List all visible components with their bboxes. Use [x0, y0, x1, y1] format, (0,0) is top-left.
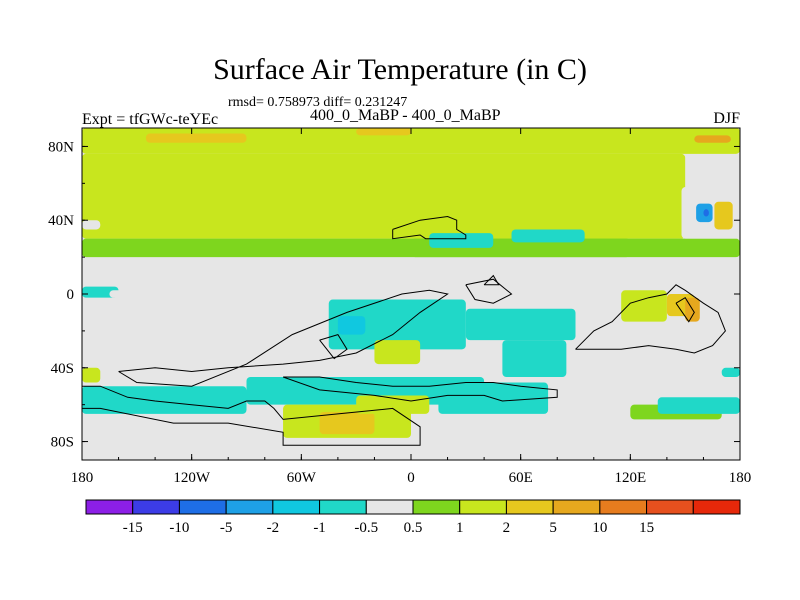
coastline [675, 297, 695, 323]
colorbar-swatch [459, 499, 507, 515]
colorbar-swatch [552, 499, 601, 515]
region-cell [502, 340, 567, 377]
colorbar-swatch [599, 499, 648, 515]
colorbar-label: 5 [549, 520, 557, 536]
x-tick-label: 60E [509, 470, 533, 486]
y-tick-label: 0 [67, 287, 75, 303]
colorbar-swatch [365, 499, 414, 515]
colorbar-swatch [132, 499, 180, 515]
colorbar-swatch [692, 499, 741, 515]
colorbar-swatch [319, 499, 367, 515]
chart-title: Surface Air Temperature (in C) [213, 53, 587, 86]
colorbar-swatch [505, 499, 554, 515]
region-cell [721, 367, 740, 377]
colorbar-label: 1 [456, 520, 464, 536]
experiment-label: Expt = tfGWc-teYEc [82, 111, 219, 128]
region-cell [465, 308, 576, 341]
colorbar-label: 15 [639, 520, 654, 536]
y-tick-label: 80N [48, 139, 74, 155]
coastline [575, 284, 726, 354]
colorbar-label: 10 [592, 520, 607, 536]
region-cell [82, 386, 247, 414]
stats-line: rmsd= 0.758973 diff= 0.231247 [228, 95, 408, 110]
region-cell [319, 412, 375, 435]
region-cell [337, 316, 366, 335]
region-cell [82, 297, 740, 300]
coastline [392, 215, 467, 240]
region-cell [82, 128, 740, 154]
colorbar-label: 2 [503, 520, 511, 536]
region-cell [82, 367, 101, 383]
colorbar-label: -0.5 [354, 520, 378, 536]
x-tick-label: 180 [729, 470, 752, 486]
colorbar-swatch [272, 499, 321, 515]
coastline [82, 385, 421, 446]
region-cell [374, 340, 421, 365]
y-tick-label: 80S [51, 435, 74, 451]
x-axis: 180 120W 60W 0 60E 120E 180 [71, 128, 752, 486]
colorbar-swatch [85, 499, 134, 515]
season-label: DJF [713, 110, 740, 127]
region-cell [109, 290, 174, 298]
colorbar-swatch [412, 499, 461, 515]
region-cell [511, 229, 585, 243]
y-tick-label: 40N [48, 213, 74, 229]
coastline [319, 334, 348, 360]
colorbar-swatch [225, 499, 274, 515]
x-tick-label: 120W [173, 470, 211, 486]
colorbar-label: -2 [267, 520, 280, 536]
y-axis: 80N 40N 0 40S 80S [48, 139, 740, 451]
colorbar-swatch [178, 499, 227, 515]
coastline [282, 376, 558, 402]
subtitle: 400_0_MaBP - 400_0_MaBP [310, 107, 501, 124]
x-tick-label: 180 [71, 470, 94, 486]
colorbar: -15 -10 -5 -2 -1 -0.5 0.5 1 2 5 10 15 [85, 499, 741, 536]
color-regions [82, 128, 740, 438]
coastline [483, 274, 500, 286]
colorbar-label: -10 [169, 520, 189, 536]
x-tick-label: 120E [614, 470, 646, 486]
region-cell [145, 133, 247, 143]
y-tick-label: 40S [51, 361, 74, 377]
region-cell [356, 395, 430, 414]
colorbar-label: -1 [313, 520, 326, 536]
colorbar-label: -5 [220, 520, 233, 536]
coastline [118, 289, 449, 387]
colorbar-label: 0.5 [404, 520, 423, 536]
region-cell [82, 220, 101, 230]
region-cell [356, 128, 411, 136]
coastlines [82, 215, 726, 446]
x-tick-label: 60W [287, 470, 317, 486]
region-cell [82, 286, 119, 298]
region-cell [82, 153, 686, 239]
region-cell [328, 299, 466, 350]
region-cell [429, 233, 494, 248]
region-cell [703, 209, 709, 217]
region-cell [714, 201, 733, 230]
region-cell [657, 397, 740, 414]
region-cell [694, 135, 731, 143]
x-tick-label: 0 [407, 470, 415, 486]
colorbar-label: -15 [123, 520, 143, 536]
region-cell [621, 290, 667, 322]
colorbar-swatch [646, 499, 694, 515]
